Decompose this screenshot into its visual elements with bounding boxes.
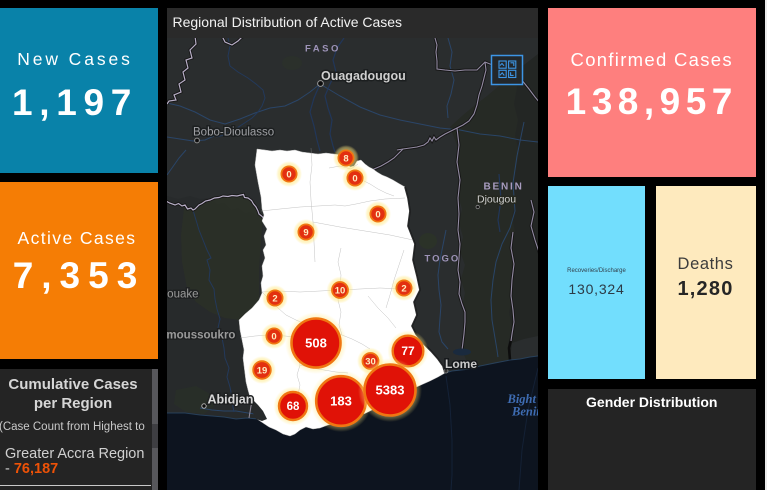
svg-text:Lome: Lome — [445, 357, 477, 371]
svg-text:Djougou: Djougou — [477, 194, 516, 206]
svg-text:Yamoussoukro: Yamoussoukro — [167, 330, 235, 342]
svg-text:8: 8 — [343, 154, 348, 165]
svg-text:FASO: FASO — [305, 44, 341, 55]
svg-text:10: 10 — [335, 286, 346, 297]
svg-text:0: 0 — [271, 332, 276, 343]
svg-text:Benin: Benin — [511, 405, 538, 419]
svg-text:0: 0 — [286, 170, 291, 181]
svg-text:Bouake: Bouake — [167, 289, 199, 301]
svg-text:BENIN: BENIN — [484, 182, 524, 193]
svg-text:183: 183 — [330, 394, 352, 409]
svg-text:TOGO: TOGO — [425, 254, 461, 265]
svg-text:2: 2 — [272, 294, 277, 305]
svg-text:5383: 5383 — [376, 383, 405, 398]
svg-text:Abidjan: Abidjan — [208, 393, 254, 407]
svg-text:Bight: Bight — [507, 392, 537, 406]
svg-text:0: 0 — [375, 210, 380, 221]
svg-text:77: 77 — [401, 344, 415, 358]
svg-text:Ouagadougou: Ouagadougou — [321, 69, 406, 83]
svg-text:30: 30 — [365, 357, 376, 368]
svg-text:Bobo-Dioulasso: Bobo-Dioulasso — [193, 127, 274, 139]
svg-text:0: 0 — [352, 174, 357, 185]
svg-text:9: 9 — [303, 228, 308, 239]
svg-text:2: 2 — [401, 284, 406, 295]
svg-text:19: 19 — [257, 366, 268, 377]
svg-text:68: 68 — [287, 401, 300, 413]
svg-text:508: 508 — [305, 336, 327, 351]
